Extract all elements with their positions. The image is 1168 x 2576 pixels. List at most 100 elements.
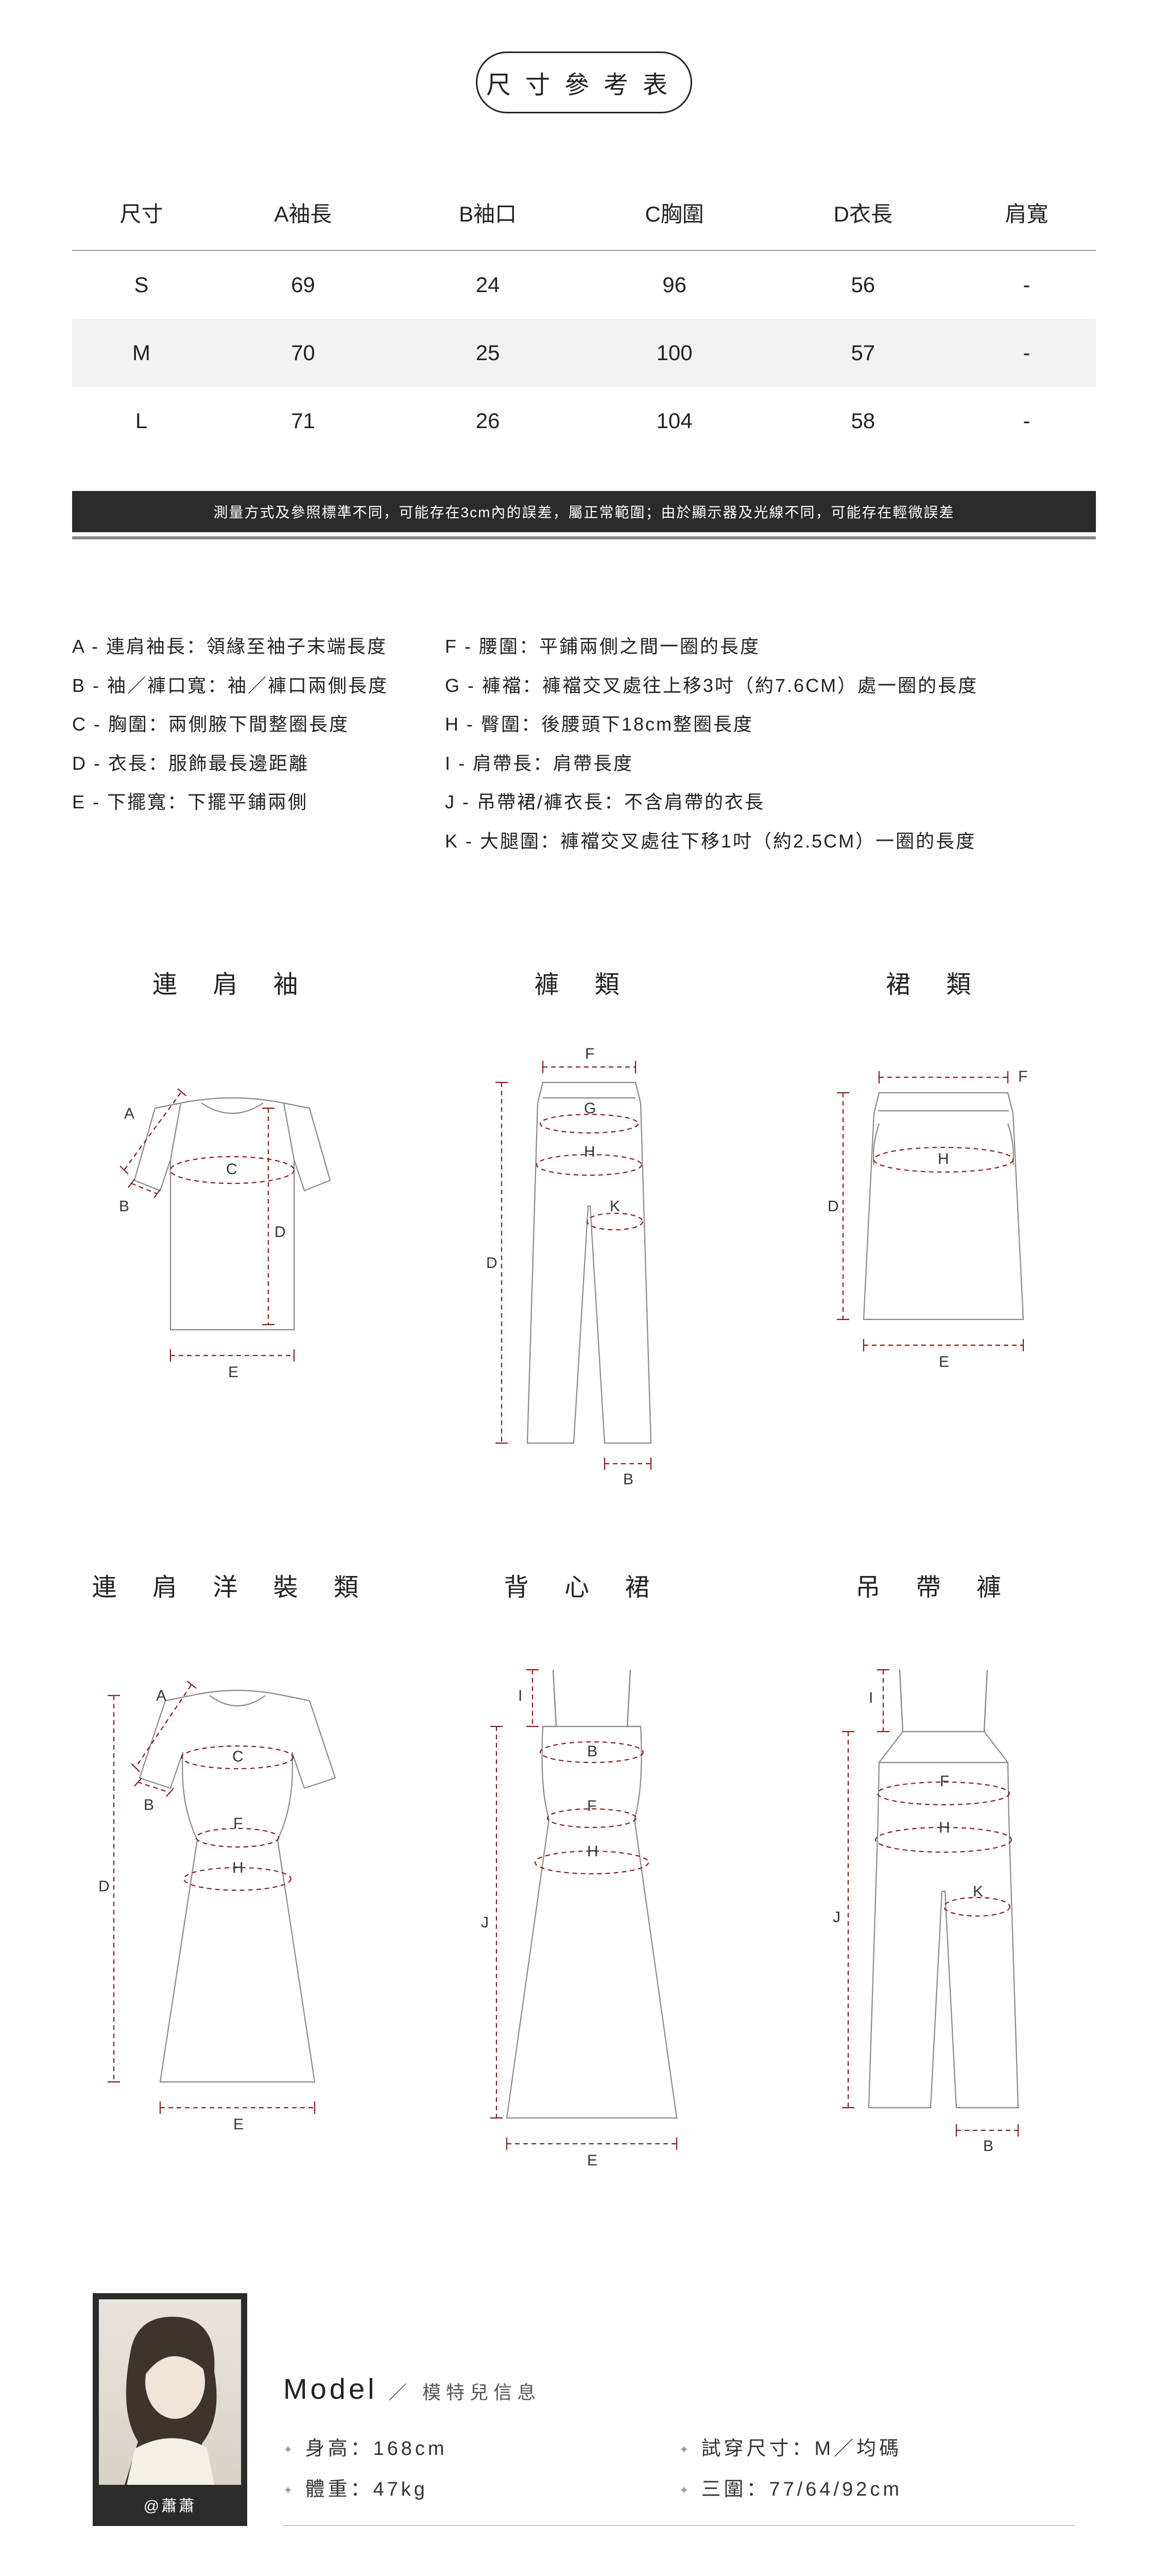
measurement-note-bar: 測量方式及參照標準不同，可能存在3cm內的誤差，屬正常範圍；由於顯示器及光線不同… (72, 491, 1096, 532)
svg-text:B: B (983, 2138, 993, 2155)
col-c: C胸圍 (580, 175, 769, 250)
model-heading-main: Model (283, 2372, 377, 2405)
legend-right: F - 腰圍：平鋪兩側之間一圈的長度 G - 褲襠：褲襠交叉處往上移3吋（約7.… (445, 627, 978, 861)
svg-text:I: I (869, 1689, 873, 1706)
cell: 56 (769, 250, 957, 319)
note-underline (72, 536, 1096, 539)
model-size: 試穿尺寸：M／均碼 (679, 2432, 1075, 2461)
legend-item: K - 大腿圍：褲襠交叉處往下移1吋（約2.5CM）一圈的長度 (445, 822, 978, 861)
cell: 58 (769, 387, 957, 455)
legend-item: D - 衣長：服飾最長邊距離 (72, 744, 388, 783)
svg-text:H: H (232, 1859, 244, 1876)
page-title: 尺寸參考表 (476, 52, 692, 113)
svg-text:I: I (518, 1687, 522, 1704)
svg-text:J: J (833, 1909, 840, 1926)
svg-text:G: G (584, 1100, 596, 1117)
model-stats: 身高：168cm 試穿尺寸：M／均碼 體重：47kg 三圍：77/64/92cm (283, 2432, 1075, 2501)
col-a: A袖長 (211, 175, 396, 250)
svg-text:E: E (233, 2116, 244, 2133)
col-d: D衣長 (769, 175, 957, 250)
col-size: 尺寸 (72, 175, 211, 250)
diagram-pants: 褲 類 F G H K (424, 964, 745, 1495)
cell: 57 (769, 319, 957, 387)
diagram-title: 褲 類 (424, 964, 745, 1000)
svg-text:D: D (828, 1198, 839, 1215)
cell: 100 (580, 319, 769, 387)
legend-item: A - 連肩袖長：領緣至袖子末端長度 (72, 627, 388, 666)
diagram-grid: 連 肩 袖 A B C (72, 964, 1096, 2180)
svg-text:D: D (98, 1878, 110, 1895)
cell: S (72, 250, 211, 319)
svg-text:H: H (939, 1819, 950, 1836)
cell: M (72, 319, 211, 387)
diagram-title: 連 肩 洋 裝 類 (72, 1567, 393, 1603)
svg-text:E: E (939, 1353, 949, 1370)
svg-text:B: B (144, 1797, 154, 1814)
svg-text:C: C (232, 1748, 244, 1765)
svg-text:D: D (486, 1255, 497, 1272)
cell: 71 (211, 387, 396, 455)
svg-text:E: E (228, 1364, 238, 1381)
model-bwh: 三圍：77/64/92cm (679, 2473, 1075, 2501)
svg-text:E: E (587, 2152, 597, 2169)
svg-text:A: A (124, 1105, 134, 1122)
table-row: S 69 24 96 56 - (72, 250, 1096, 319)
cell: 70 (211, 319, 396, 387)
svg-text:F: F (585, 1045, 594, 1062)
legend-item: C - 胸圍：兩側腋下間整圈長度 (72, 705, 388, 744)
legend-item: J - 吊帶裙/褲衣長：不含肩帶的衣長 (445, 783, 978, 822)
diagram-raglan-dress: 連 肩 洋 裝 類 A B C F (72, 1567, 393, 2180)
cell: 69 (211, 250, 396, 319)
model-heading-sub: ／ 模特兒信息 (388, 2382, 541, 2403)
cell: - (957, 319, 1096, 387)
svg-text:F: F (233, 1815, 243, 1832)
cell: - (957, 387, 1096, 455)
table-row: M 70 25 100 57 - (72, 319, 1096, 387)
svg-text:F: F (587, 1798, 596, 1815)
cell: - (957, 250, 1096, 319)
table-header-row: 尺寸 A袖長 B袖口 C胸圍 D衣長 肩寬 (72, 175, 1096, 250)
size-table: 尺寸 A袖長 B袖口 C胸圍 D衣長 肩寬 S 69 24 96 56 - M … (72, 175, 1096, 455)
svg-text:F: F (1018, 1068, 1027, 1085)
diagram-overalls: 吊 帶 褲 I F H K (775, 1567, 1096, 2180)
legend-item: H - 臀圍：後腰頭下18cm整圈長度 (445, 705, 978, 744)
model-handle: @蕭蕭 (99, 2485, 241, 2520)
cell: L (72, 387, 211, 455)
diagram-skirt: 裙 類 F H D (775, 964, 1096, 1495)
legend-item: E - 下擺寬：下擺平鋪兩側 (72, 783, 388, 822)
svg-text:K: K (610, 1198, 620, 1215)
svg-text:H: H (587, 1843, 598, 1860)
cell: 26 (396, 387, 580, 455)
svg-text:B: B (587, 1743, 597, 1760)
model-section: @蕭蕭 Model ／ 模特兒信息 身高：168cm 試穿尺寸：M／均碼 體重：… (72, 2293, 1096, 2526)
svg-text:J: J (481, 1914, 489, 1931)
diagram-raglan-top: 連 肩 袖 A B C (72, 964, 393, 1495)
model-height: 身高：168cm (283, 2432, 679, 2461)
legend-item: I - 肩帶長：肩帶長度 (445, 744, 978, 783)
legend-item: G - 褲襠：褲襠交叉處往上移3吋（約7.6CM）處一圈的長度 (445, 666, 978, 705)
diagram-title: 背 心 裙 (424, 1567, 745, 1603)
svg-text:F: F (940, 1773, 949, 1790)
svg-text:H: H (938, 1150, 949, 1167)
diagram-title: 裙 類 (775, 964, 1096, 1000)
legend-item: F - 腰圍：平鋪兩側之間一圈的長度 (445, 627, 978, 666)
legend-item: B - 袖／褲口寬：袖／褲口兩側長度 (72, 666, 388, 705)
model-photo-frame: @蕭蕭 (93, 2293, 247, 2526)
cell: 104 (580, 387, 769, 455)
svg-text:C: C (226, 1161, 237, 1178)
diagram-cami-dress: 背 心 裙 I B F H (424, 1567, 745, 2180)
model-info: Model ／ 模特兒信息 身高：168cm 試穿尺寸：M／均碼 體重：47kg… (283, 2372, 1075, 2526)
svg-text:A: A (156, 1687, 166, 1704)
cell: 24 (396, 250, 580, 319)
table-row: L 71 26 104 58 - (72, 387, 1096, 455)
col-shoulder: 肩寬 (957, 175, 1096, 250)
model-weight: 體重：47kg (283, 2473, 679, 2501)
cell: 96 (580, 250, 769, 319)
diagram-title: 吊 帶 褲 (775, 1567, 1096, 1603)
col-b: B袖口 (396, 175, 580, 250)
svg-text:B: B (119, 1198, 129, 1215)
cell: 25 (396, 319, 580, 387)
diagram-title: 連 肩 袖 (72, 964, 393, 1000)
model-avatar (99, 2299, 241, 2485)
svg-text:K: K (973, 1883, 983, 1900)
